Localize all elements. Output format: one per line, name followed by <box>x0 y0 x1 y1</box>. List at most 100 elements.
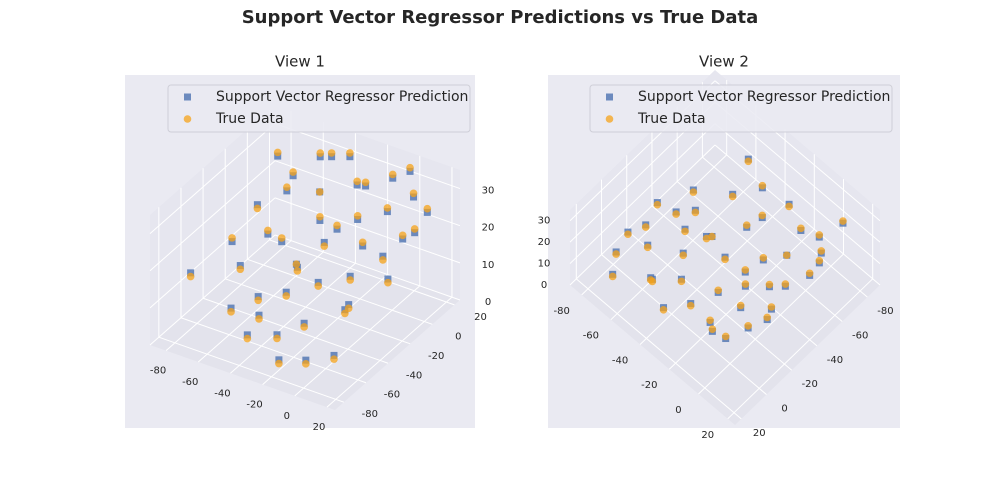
z-tick-label: 30 <box>538 216 551 227</box>
legend-label: True Data <box>215 111 284 127</box>
point <box>686 301 695 310</box>
z-tick-label: 10 <box>482 260 495 271</box>
point <box>289 168 297 176</box>
point <box>815 231 824 239</box>
point <box>236 265 245 274</box>
point <box>315 188 324 196</box>
point <box>353 211 362 220</box>
x-tick-label: -20 <box>802 379 818 390</box>
point <box>273 334 281 343</box>
grid-line <box>274 234 461 301</box>
y-tick-label: -20 <box>428 351 444 362</box>
point <box>273 148 282 157</box>
point <box>785 202 793 211</box>
point <box>277 234 286 242</box>
point <box>641 223 650 231</box>
legend-marker <box>606 93 613 101</box>
grid-line <box>294 285 421 397</box>
y-tick-label: -20 <box>641 380 657 391</box>
point <box>691 208 700 217</box>
point <box>320 242 329 250</box>
legend-marker <box>184 93 191 101</box>
y-tick-label: -80 <box>554 306 570 317</box>
y-tick-label: -60 <box>583 331 599 342</box>
point <box>759 253 768 262</box>
x-tick-label: 0 <box>781 404 787 415</box>
point <box>333 221 341 230</box>
point <box>406 163 414 172</box>
legend-marker <box>183 115 192 123</box>
legend-box <box>167 84 471 133</box>
point <box>781 280 790 288</box>
point <box>643 243 652 252</box>
x-tick-label: 20 <box>753 428 766 439</box>
legend-label: Support Vector Regressor Prediction <box>216 89 468 105</box>
point <box>782 251 791 260</box>
point <box>714 286 723 295</box>
point <box>346 276 354 284</box>
point <box>388 170 397 179</box>
point <box>817 247 826 255</box>
point <box>608 272 617 281</box>
x-tick-label: -40 <box>827 355 843 366</box>
point <box>767 303 776 311</box>
y-tick-label: 20 <box>474 312 487 323</box>
y-tick-label: -80 <box>362 409 378 420</box>
point <box>744 157 753 166</box>
grid-line <box>262 274 388 385</box>
grid-line <box>575 278 742 420</box>
grid-line <box>581 154 728 296</box>
point <box>293 267 302 275</box>
x-tick-label: 20 <box>313 422 326 433</box>
point <box>344 304 353 313</box>
x-tick-label: -20 <box>246 400 262 411</box>
grid-line <box>180 317 367 384</box>
legend-label: Support Vector Regressor Prediction <box>638 89 890 105</box>
point <box>227 308 235 316</box>
subplot-title: View 1 <box>275 53 325 71</box>
x-tick-label: -80 <box>877 306 893 317</box>
grid-line <box>569 144 716 286</box>
x-tick-label: -60 <box>852 331 868 342</box>
grid-line <box>714 144 881 286</box>
point <box>653 200 662 209</box>
point <box>744 322 752 330</box>
point <box>330 355 338 363</box>
legend-marker <box>605 115 614 123</box>
x-tick-label: 0 <box>284 411 290 422</box>
grid-line <box>651 205 818 347</box>
point <box>300 323 308 331</box>
grid-line <box>149 197 276 309</box>
grid-line <box>165 240 292 352</box>
grid-line <box>601 254 767 395</box>
subplot: View 2 -80 -60 -40 -20 0 20 -80 -60 -40 -20 0 20 0 10 2… <box>538 53 900 441</box>
y-tick-label: 20 <box>701 430 714 441</box>
grid-line <box>714 123 881 264</box>
z-tick-label: 10 <box>538 259 551 270</box>
point <box>721 332 730 341</box>
grid-line <box>569 123 716 264</box>
point <box>679 251 688 260</box>
point <box>327 149 336 157</box>
point <box>681 227 689 236</box>
point <box>410 225 419 233</box>
y-tick-label: -40 <box>612 355 628 366</box>
point <box>361 178 370 187</box>
point <box>409 189 418 198</box>
point <box>383 204 392 212</box>
z-tick-label: 0 <box>485 297 491 308</box>
point <box>677 277 686 286</box>
y-tick-label: -40 <box>406 370 422 381</box>
point <box>659 305 668 314</box>
point <box>254 296 262 305</box>
point <box>283 183 291 191</box>
grid-line <box>326 296 453 408</box>
x-tick-label: -80 <box>150 366 166 377</box>
grid-line <box>269 239 455 306</box>
point <box>282 292 291 300</box>
z-tick-label: 20 <box>538 237 551 248</box>
point <box>742 221 751 229</box>
x-tick-label: -60 <box>182 377 198 388</box>
point <box>292 260 301 268</box>
grid-line <box>230 262 356 374</box>
